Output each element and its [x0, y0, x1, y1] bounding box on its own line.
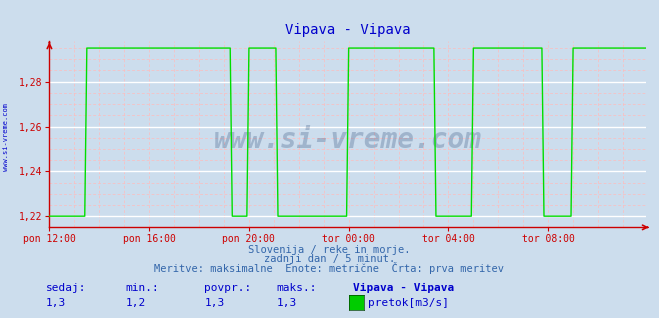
Text: 1,3: 1,3 [204, 298, 225, 308]
Text: sedaj:: sedaj: [46, 283, 86, 293]
Text: 1,3: 1,3 [46, 298, 67, 308]
Text: 1,2: 1,2 [125, 298, 146, 308]
Text: Meritve: maksimalne  Enote: metrične  Črta: prva meritev: Meritve: maksimalne Enote: metrične Črta… [154, 262, 505, 274]
Text: Slovenija / reke in morje.: Slovenija / reke in morje. [248, 245, 411, 255]
Text: pretok[m3/s]: pretok[m3/s] [368, 298, 449, 308]
Text: 1,3: 1,3 [277, 298, 297, 308]
Text: www.si-vreme.com: www.si-vreme.com [214, 126, 482, 154]
Text: min.:: min.: [125, 283, 159, 293]
Title: Vipava - Vipava: Vipava - Vipava [285, 24, 411, 38]
Text: www.si-vreme.com: www.si-vreme.com [3, 103, 9, 171]
Text: zadnji dan / 5 minut.: zadnji dan / 5 minut. [264, 254, 395, 264]
Text: povpr.:: povpr.: [204, 283, 252, 293]
Text: Vipava - Vipava: Vipava - Vipava [353, 283, 454, 293]
Text: maks.:: maks.: [277, 283, 317, 293]
